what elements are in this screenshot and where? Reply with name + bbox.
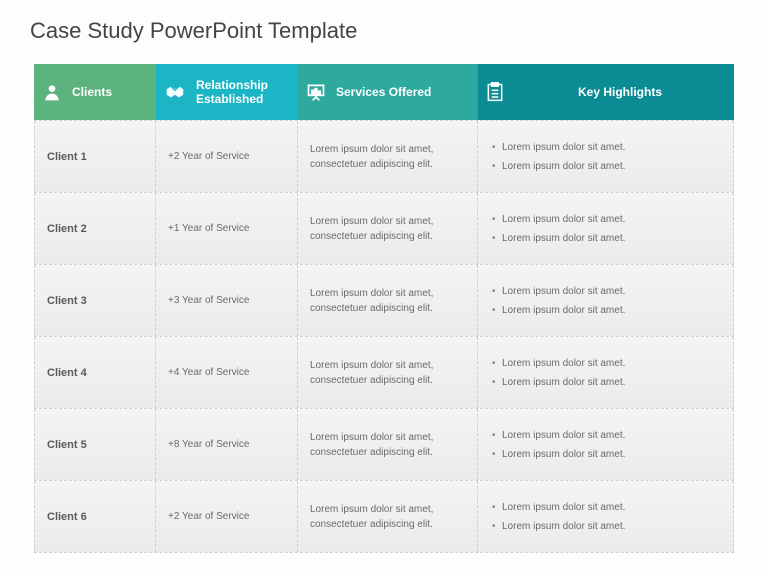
relationship-cell: +2 Year of Service	[156, 121, 298, 192]
header-label: Clients	[72, 85, 148, 99]
client-name: Client 3	[34, 265, 156, 336]
highlights-cell: Lorem ipsum dolor sit amet. Lorem ipsum d…	[478, 121, 734, 192]
services-cell: Lorem ipsum dolor sit amet, consectetuer…	[298, 481, 478, 552]
highlight-item: Lorem ipsum dolor sit amet.	[490, 375, 721, 390]
services-cell: Lorem ipsum dolor sit amet, consectetuer…	[298, 265, 478, 336]
highlight-item: Lorem ipsum dolor sit amet.	[490, 159, 721, 174]
services-cell: Lorem ipsum dolor sit amet, consectetuer…	[298, 193, 478, 264]
highlights-cell: Lorem ipsum dolor sit amet. Lorem ipsum d…	[478, 409, 734, 480]
header-relationship: Relationship Established	[156, 64, 298, 120]
client-name: Client 5	[34, 409, 156, 480]
highlights-cell: Lorem ipsum dolor sit amet. Lorem ipsum d…	[478, 193, 734, 264]
highlight-item: Lorem ipsum dolor sit amet.	[490, 428, 721, 443]
client-name: Client 2	[34, 193, 156, 264]
highlight-item: Lorem ipsum dolor sit amet.	[490, 212, 721, 227]
table-header-row: Clients Relationship Established Service…	[34, 64, 734, 120]
table-body: Client 1+2 Year of ServiceLorem ipsum do…	[34, 120, 734, 553]
relationship-cell: +2 Year of Service	[156, 481, 298, 552]
relationship-cell: +3 Year of Service	[156, 265, 298, 336]
highlight-item: Lorem ipsum dolor sit amet.	[490, 303, 721, 318]
header-label: Relationship Established	[196, 78, 290, 106]
client-name: Client 6	[34, 481, 156, 552]
services-cell: Lorem ipsum dolor sit amet, consectetuer…	[298, 409, 478, 480]
table-row: Client 6+2 Year of ServiceLorem ipsum do…	[34, 481, 734, 553]
table-row: Client 1+2 Year of ServiceLorem ipsum do…	[34, 121, 734, 193]
relationship-cell: +8 Year of Service	[156, 409, 298, 480]
handshake-icon	[164, 82, 186, 102]
highlight-item: Lorem ipsum dolor sit amet.	[490, 500, 721, 515]
client-name: Client 4	[34, 337, 156, 408]
header-highlights: Key Highlights	[478, 64, 734, 120]
person-icon	[42, 82, 62, 102]
case-study-table: Clients Relationship Established Service…	[34, 64, 734, 553]
header-label: Services Offered	[336, 85, 470, 99]
highlight-item: Lorem ipsum dolor sit amet.	[490, 447, 721, 462]
presentation-icon	[306, 82, 326, 102]
highlight-item: Lorem ipsum dolor sit amet.	[490, 140, 721, 155]
highlight-item: Lorem ipsum dolor sit amet.	[490, 284, 721, 299]
services-cell: Lorem ipsum dolor sit amet, consectetuer…	[298, 121, 478, 192]
highlights-cell: Lorem ipsum dolor sit amet. Lorem ipsum d…	[478, 265, 734, 336]
checklist-icon	[486, 82, 504, 102]
highlights-cell: Lorem ipsum dolor sit amet. Lorem ipsum d…	[478, 337, 734, 408]
table-row: Client 3+3 Year of ServiceLorem ipsum do…	[34, 265, 734, 337]
relationship-cell: +1 Year of Service	[156, 193, 298, 264]
header-clients: Clients	[34, 64, 156, 120]
services-cell: Lorem ipsum dolor sit amet, consectetuer…	[298, 337, 478, 408]
highlight-item: Lorem ipsum dolor sit amet.	[490, 519, 721, 534]
highlights-cell: Lorem ipsum dolor sit amet. Lorem ipsum d…	[478, 481, 734, 552]
page-title: Case Study PowerPoint Template	[30, 18, 738, 44]
header-label: Key Highlights	[514, 85, 726, 99]
highlight-item: Lorem ipsum dolor sit amet.	[490, 231, 721, 246]
highlight-item: Lorem ipsum dolor sit amet.	[490, 356, 721, 371]
client-name: Client 1	[34, 121, 156, 192]
table-row: Client 2+1 Year of ServiceLorem ipsum do…	[34, 193, 734, 265]
header-services: Services Offered	[298, 64, 478, 120]
table-row: Client 4+4 Year of ServiceLorem ipsum do…	[34, 337, 734, 409]
table-row: Client 5+8 Year of ServiceLorem ipsum do…	[34, 409, 734, 481]
relationship-cell: +4 Year of Service	[156, 337, 298, 408]
